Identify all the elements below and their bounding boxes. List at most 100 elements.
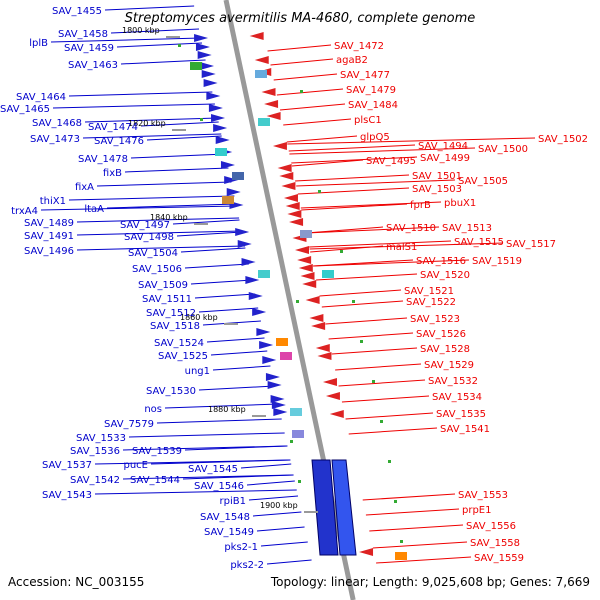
label-connector-left [184, 263, 249, 269]
gene-label-left: fixA [75, 182, 94, 193]
gene-label-left: SAV_1518 [150, 321, 200, 332]
forward-gene-arrow [267, 381, 282, 389]
gene-label-right: SAV_1523 [410, 314, 460, 325]
kbp-markers: 1800 kbp 1820 kbp 1840 kbp 1860 kbp 1880 kbp… [122, 26, 318, 513]
gene-label-left: SAV_1464 [16, 92, 66, 103]
label-connector-left [180, 247, 246, 253]
genome-title: Streptomyces avermitilis MA-4680, comple… [125, 11, 476, 26]
label-connector-right [365, 508, 460, 516]
reverse-gene-arrow [287, 210, 302, 218]
small-gene-mark [388, 460, 391, 463]
reverse-gene-arrow [315, 344, 330, 352]
forward-gene-arrow [194, 34, 209, 42]
small-gene-mark [360, 340, 363, 343]
small-gene-mark [352, 300, 355, 303]
forward-gene-arrow [211, 114, 226, 122]
gene-label-right: SAV_1477 [340, 70, 390, 81]
gene-label-left: SAV_1525 [158, 351, 208, 362]
label-connector-right [376, 556, 472, 564]
gene-label-left: SAV_1459 [64, 43, 114, 54]
label-connector-left [206, 337, 265, 343]
reverse-gene-arrow [317, 352, 332, 360]
label-connector-right [362, 493, 456, 501]
label-connector-right [316, 273, 418, 281]
label-connector-left [212, 365, 271, 371]
label-connector-right [267, 44, 332, 52]
forward-gene-arrow [259, 341, 274, 349]
gene-label-right: SAV_1558 [470, 538, 520, 549]
forward-gene-arrow [248, 292, 263, 300]
kbp-label: 1840 kbp [150, 213, 188, 222]
reverse-gene-arrow [305, 296, 320, 304]
gene-label-right: SAV_1515 [454, 237, 504, 248]
gene-label-left: nos [144, 404, 162, 415]
gene-label-right: SAV_1535 [436, 409, 486, 420]
pks2-2-gene-block [331, 459, 357, 556]
label-connector-right [325, 317, 408, 325]
gene-label-left: pks2-2 [230, 560, 264, 571]
gene-label-right: SAV_1559 [474, 553, 524, 564]
gene-label-left: SAV_1530 [146, 386, 196, 397]
gene-label-right: SAV_1522 [406, 297, 456, 308]
gene-label-left: SAV_1504 [128, 248, 178, 259]
label-connector-right [295, 174, 410, 182]
reverse-gene-arrow [261, 88, 276, 96]
label-connector-right [270, 58, 334, 66]
label-connector-right [345, 412, 434, 420]
feature-block [280, 352, 292, 360]
label-connector-right [335, 363, 422, 371]
reverse-gene-arrow [311, 322, 326, 330]
feature-block [258, 270, 270, 278]
forward-gene-arrow [215, 136, 230, 144]
gene-label-right: SAV_1541 [440, 424, 490, 435]
kbp-label: 1820 kbp [128, 119, 166, 128]
forward-gene-arrow [245, 276, 260, 284]
label-connector-right [291, 156, 418, 164]
gene-label-left: SAV_1537 [42, 460, 92, 471]
label-connector-right [369, 524, 464, 532]
gene-label-right: SAV_1534 [432, 392, 482, 403]
reverse-gene-arrow [272, 142, 287, 150]
gene-label-right: SAV_1519 [472, 256, 522, 267]
gene-label-right: SAV_1553 [458, 490, 508, 501]
small-gene-mark [318, 190, 321, 193]
gene-label-left: trxA4 [11, 206, 38, 217]
label-connector-left [96, 181, 232, 187]
gene-label-left: SAV_1543 [42, 490, 92, 501]
label-connector-right [338, 379, 426, 387]
gene-label-left: SAV_1463 [68, 60, 118, 71]
gene-label-left: SAV_1476 [94, 136, 144, 147]
label-connector-right [280, 103, 346, 111]
label-connector-left [40, 205, 237, 211]
reverse-gene-arrow [254, 56, 269, 64]
forward-gene-arrow [226, 188, 241, 196]
gene-label-right: SAV_1521 [404, 286, 454, 297]
label-connector-left [198, 385, 275, 391]
kbp-label: 1880 kbp [208, 405, 246, 414]
gene-label-right: SAV_1499 [420, 153, 470, 164]
gene-label-right: SAV_1528 [420, 344, 470, 355]
forward-gene-arrow [201, 70, 216, 78]
gene-tracks [178, 32, 407, 560]
gene-label-right: SAV_1556 [466, 521, 516, 532]
label-connector-left [150, 459, 291, 465]
gene-label-left: SAV_1524 [154, 338, 204, 349]
label-connector-left [76, 245, 246, 251]
gene-label-left: fixB [103, 168, 122, 179]
gene-label-right: SAV_1502 [538, 134, 588, 145]
forward-gene-arrow [270, 395, 285, 403]
label-connector-left [194, 293, 256, 299]
gene-label-left: SAV_1458 [58, 29, 108, 40]
feature-block [322, 270, 334, 278]
reverse-gene-arrow [285, 202, 300, 210]
label-connector-right [321, 300, 404, 308]
label-connector-left [198, 307, 259, 313]
reverse-gene-arrow [298, 264, 313, 272]
gene-label-right: SAV_1484 [348, 100, 398, 111]
gene-label-right: SAV_1516 [416, 256, 466, 267]
label-connector-right [273, 73, 338, 81]
gene-label-right: SAV_1529 [424, 360, 474, 371]
reverse-gene-arrow [302, 280, 317, 288]
reverse-gene-arrow [309, 314, 324, 322]
